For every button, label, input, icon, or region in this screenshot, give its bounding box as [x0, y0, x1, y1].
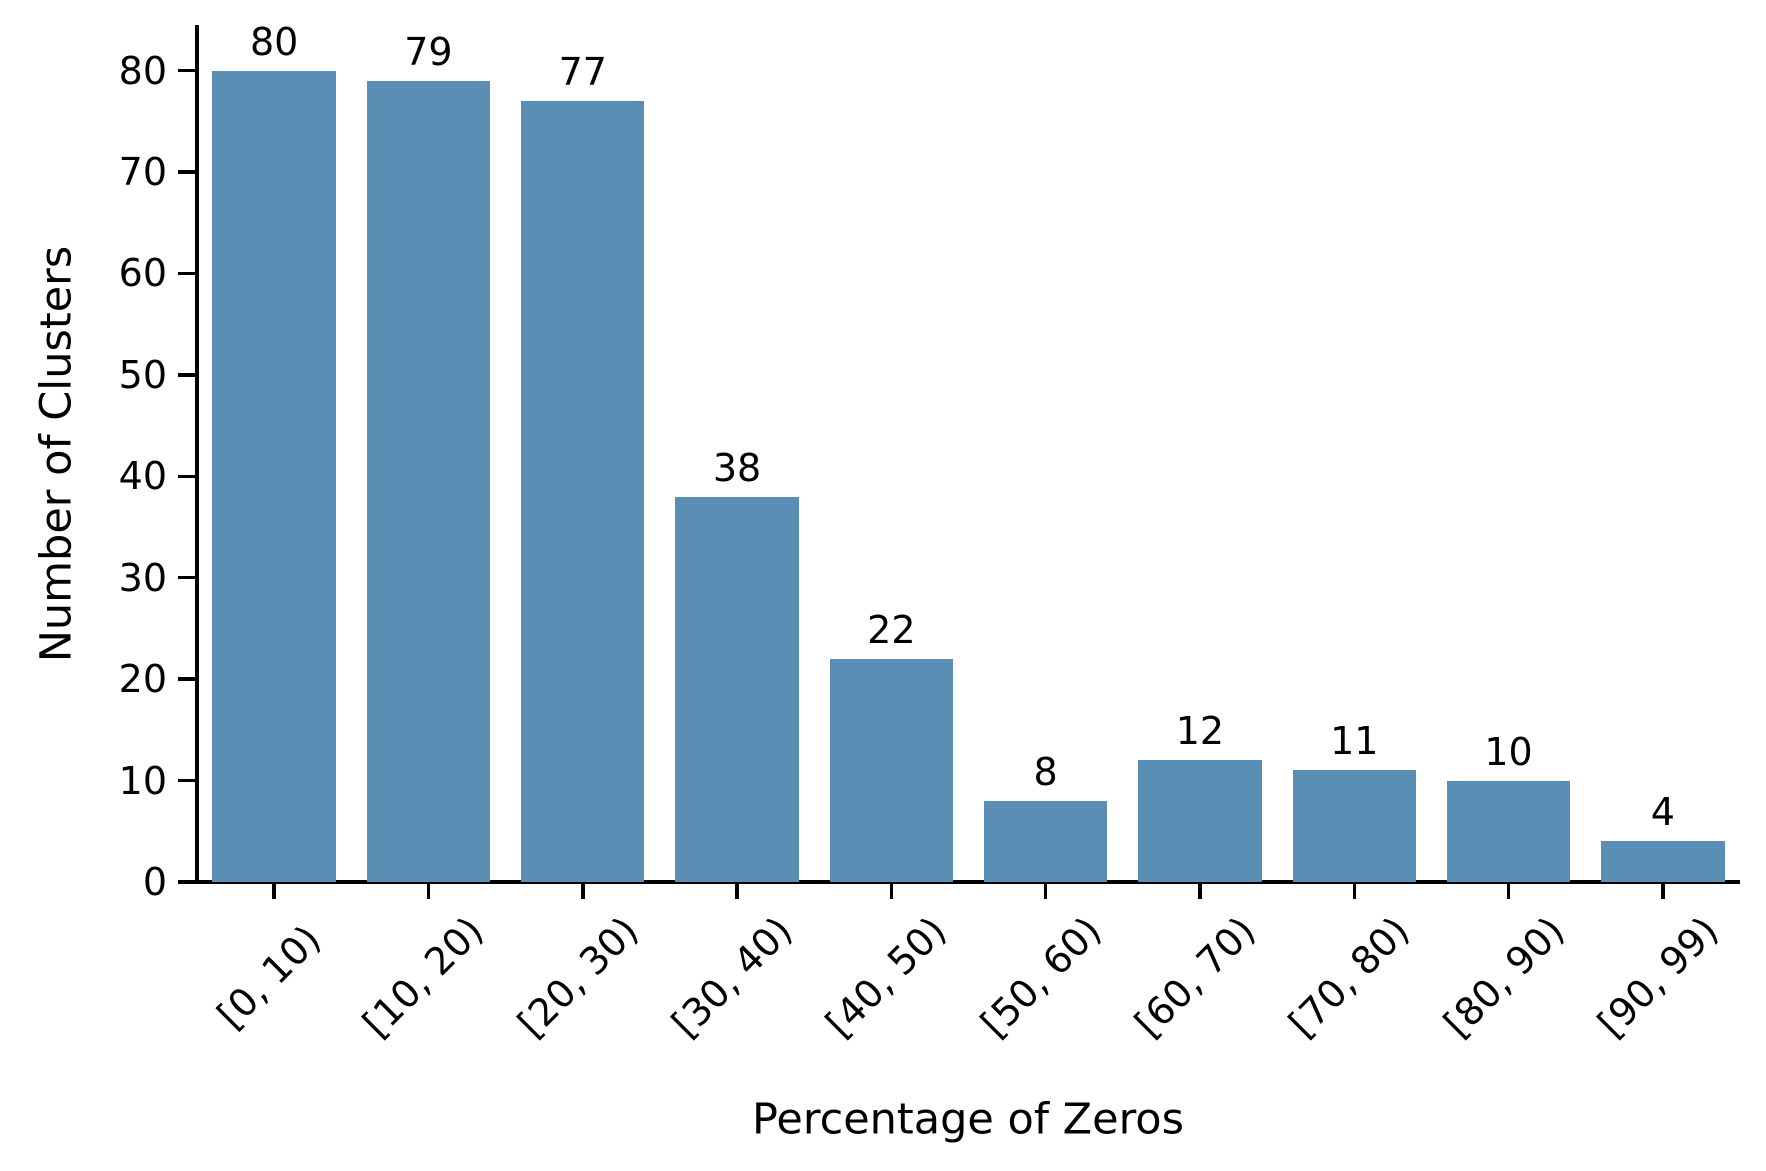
- x-tick-mark: [1506, 884, 1511, 899]
- x-tick-mark: [1043, 884, 1048, 899]
- bar: [1138, 760, 1262, 882]
- bar-value-label: 80: [249, 19, 299, 64]
- plot-area: 0 10 20 30 40 50 60 70 80 [0, 10) [10, 20) [20, 30…: [119, 19, 1740, 1046]
- bar: [521, 101, 645, 882]
- bar: [1292, 770, 1416, 882]
- x-tick-label: [0, 10): [208, 916, 330, 1038]
- y-tick-label: 60: [118, 251, 167, 296]
- x-tick-mark: [581, 884, 585, 899]
- y-tick-mark: [178, 68, 195, 73]
- y-tick-label: 80: [118, 48, 167, 93]
- y-axis-title: Number of Clusters: [31, 245, 82, 663]
- bar-value-label: 38: [712, 445, 762, 490]
- bar: [675, 496, 799, 882]
- bar: [1446, 780, 1571, 882]
- y-tick-label: 20: [118, 657, 167, 702]
- x-tick-label: [60, 70): [1126, 908, 1264, 1046]
- bar: [1601, 841, 1725, 882]
- x-tick-label: [10, 20): [354, 908, 493, 1046]
- x-tick-mark: [426, 884, 431, 899]
- x-tick-label: [90, 99): [1589, 908, 1727, 1046]
- y-tick-label: 40: [118, 454, 167, 499]
- x-axis-line: [193, 880, 1740, 884]
- y-tick-label: 70: [118, 150, 167, 195]
- x-tick-mark: [735, 884, 739, 899]
- bar-value-label: 12: [1175, 709, 1225, 754]
- bar-value-label: 8: [1033, 749, 1058, 794]
- x-tick-mark: [889, 884, 894, 899]
- y-tick-mark: [178, 575, 195, 580]
- x-tick-mark: [272, 884, 276, 899]
- bar-value-label: 77: [558, 50, 607, 95]
- x-tick-label: [20, 30): [508, 908, 647, 1046]
- y-tick-mark: [178, 373, 195, 377]
- bar-value-label: 4: [1650, 790, 1675, 835]
- bar: [366, 80, 491, 882]
- y-tick-label: 0: [142, 860, 167, 904]
- y-tick-mark: [178, 778, 195, 783]
- x-tick-mark: [1352, 884, 1356, 899]
- bar-value-label: 79: [404, 29, 453, 74]
- y-tick-label: 30: [118, 555, 167, 600]
- bar-value-label: 11: [1330, 719, 1379, 764]
- y-tick-mark: [178, 271, 195, 276]
- bar-value-label: 22: [867, 607, 916, 652]
- bar: [829, 658, 954, 882]
- bar: [983, 800, 1108, 882]
- y-tick-mark: [178, 474, 195, 479]
- bar: [212, 70, 336, 882]
- y-tick-mark: [178, 880, 195, 884]
- y-tick-mark: [178, 677, 195, 681]
- y-tick-label: 50: [118, 352, 167, 397]
- x-tick-label: [80, 90): [1434, 908, 1573, 1046]
- x-tick-label: [70, 80): [1280, 908, 1419, 1046]
- x-tick-mark: [1198, 884, 1202, 899]
- y-tick-label: 10: [118, 758, 167, 803]
- x-tick-label: [40, 50): [817, 908, 956, 1046]
- x-tick-mark: [1661, 884, 1665, 899]
- y-axis-line: [195, 25, 199, 884]
- x-tick-label: [30, 40): [663, 908, 801, 1046]
- bar-value-label: 10: [1484, 729, 1533, 774]
- y-tick-mark: [178, 170, 195, 174]
- x-axis-title: Percentage of Zeros: [751, 1094, 1185, 1145]
- x-tick-label: [50, 60): [971, 908, 1110, 1046]
